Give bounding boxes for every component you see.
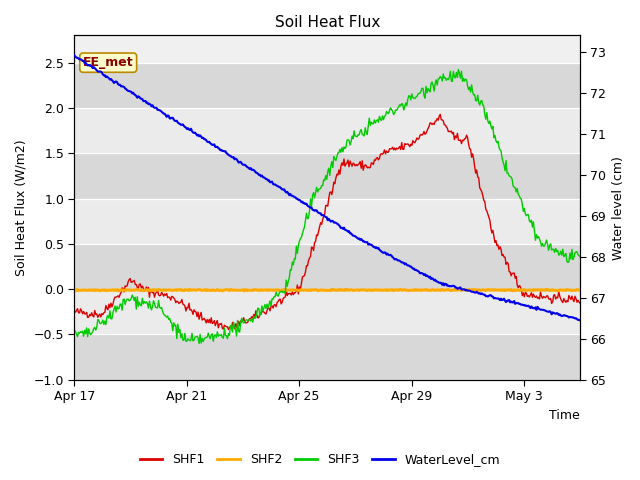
Bar (74, 199, 580, 244)
Bar (74, 62, 580, 108)
Bar (74, 153, 580, 199)
Y-axis label: Water level (cm): Water level (cm) (612, 156, 625, 260)
Title: Soil Heat Flux: Soil Heat Flux (275, 15, 380, 30)
Bar (74, 335, 580, 380)
Text: EE_met: EE_met (83, 56, 134, 69)
Bar (74, 289, 580, 335)
Bar (74, 108, 580, 153)
Legend: SHF1, SHF2, SHF3, WaterLevel_cm: SHF1, SHF2, SHF3, WaterLevel_cm (135, 448, 505, 471)
X-axis label: Time: Time (549, 409, 580, 422)
Bar (74, 244, 580, 289)
Y-axis label: Soil Heat Flux (W/m2): Soil Heat Flux (W/m2) (15, 139, 28, 276)
